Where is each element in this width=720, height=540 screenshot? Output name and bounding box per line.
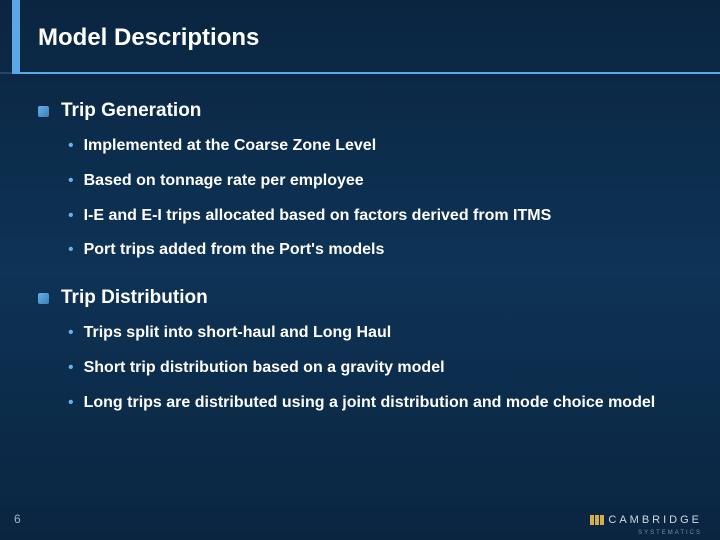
section-trip-distribution: Trip Distribution • Trips split into sho… [38, 287, 680, 413]
item-text: I-E and E-I trips allocated based on fac… [84, 206, 552, 227]
section-header: Trip Generation [38, 100, 680, 122]
logo-subtext: SYSTEMATICS [638, 530, 702, 536]
logo-text: CAMBRIDGE [608, 514, 702, 526]
slide-title: Model Descriptions [38, 24, 700, 52]
title-underline [12, 72, 720, 74]
item-text: Trips split into short-haul and Long Hau… [84, 323, 392, 344]
section-bullet-icon [38, 293, 49, 304]
bullet-icon: • [68, 240, 74, 261]
title-area: Model Descriptions [38, 24, 700, 52]
bullet-icon: • [68, 358, 74, 379]
list-item: • Port trips added from the Port's model… [68, 240, 680, 261]
logo-mark-icon [590, 515, 604, 525]
bullet-icon: • [68, 393, 74, 414]
item-text: Long trips are distributed using a joint… [84, 393, 656, 414]
bullet-icon: • [68, 323, 74, 344]
item-text: Implemented at the Coarse Zone Level [84, 136, 377, 157]
section-header: Trip Distribution [38, 287, 680, 309]
section-trip-generation: Trip Generation • Implemented at the Coa… [38, 100, 680, 261]
item-text: Short trip distribution based on a gravi… [84, 358, 445, 379]
page-number: 6 [14, 512, 21, 526]
accent-bar [12, 0, 20, 72]
list-item: • I-E and E-I trips allocated based on f… [68, 206, 680, 227]
item-text: Based on tonnage rate per employee [84, 171, 364, 192]
list-item: • Long trips are distributed using a joi… [68, 393, 680, 414]
bullet-icon: • [68, 136, 74, 157]
list-item: • Based on tonnage rate per employee [68, 171, 680, 192]
sub-list: • Trips split into short-haul and Long H… [68, 323, 680, 413]
list-item: • Short trip distribution based on a gra… [68, 358, 680, 379]
item-text: Port trips added from the Port's models [84, 240, 385, 261]
bullet-icon: • [68, 171, 74, 192]
bullet-icon: • [68, 206, 74, 227]
title-underline-left [0, 72, 12, 74]
section-bullet-icon [38, 106, 49, 117]
list-item: • Implemented at the Coarse Zone Level [68, 136, 680, 157]
content-area: Trip Generation • Implemented at the Coa… [38, 100, 680, 440]
logo: CAMBRIDGE [590, 514, 702, 526]
sub-list: • Implemented at the Coarse Zone Level •… [68, 136, 680, 261]
section-title: Trip Distribution [61, 287, 208, 309]
section-title: Trip Generation [61, 100, 201, 122]
list-item: • Trips split into short-haul and Long H… [68, 323, 680, 344]
